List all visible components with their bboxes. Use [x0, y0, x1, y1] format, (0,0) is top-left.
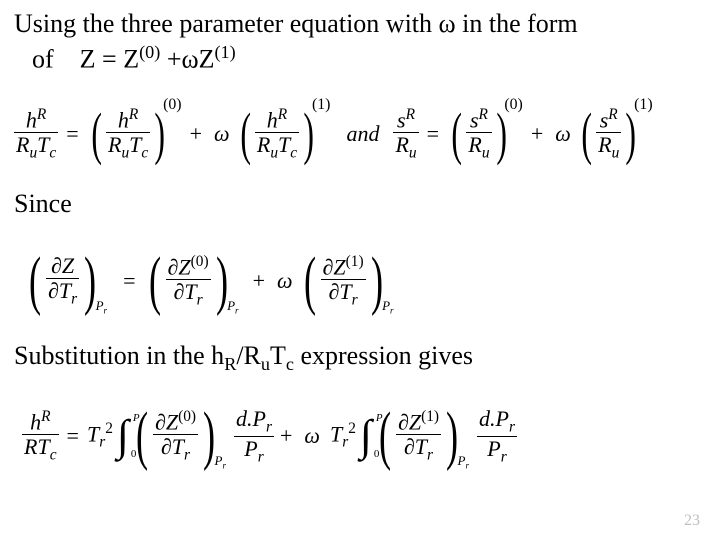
- omega-4: ω: [304, 423, 320, 449]
- and-word: and: [346, 121, 379, 147]
- equals-sign: =: [66, 121, 78, 147]
- subst-sub2: u: [261, 354, 270, 374]
- int1-body: ( ∂Z(0) ∂Tr ) Pr: [131, 403, 220, 469]
- dZ1dTr: ( ∂Z(1) ∂Tr ) Pr: [299, 248, 388, 314]
- frac-hR-RuTc: hR RuTc: [14, 107, 58, 161]
- plus-4: +: [280, 423, 292, 449]
- int2-body: ( ∂Z(1) ∂Tr ) Pr: [374, 403, 463, 469]
- dZdTr: ( ∂Z ∂Tr ) Pr: [24, 248, 101, 314]
- intro-sup1: (1): [214, 42, 235, 62]
- frac-hR-RTc: hR RTc: [22, 409, 59, 463]
- dPr-over-Pr-1: d.Pr Pr: [234, 408, 274, 465]
- Tr2-2: Tr2: [330, 420, 356, 452]
- dZ0dTr: ( ∂Z(0) ∂Tr ) Pr: [144, 248, 233, 314]
- since-label: Since: [14, 188, 706, 221]
- equals-sign-2: =: [427, 121, 439, 147]
- subst-mid1: /R: [236, 341, 261, 370]
- omega-1: ω: [214, 121, 230, 147]
- equals-sign-3: =: [123, 268, 135, 294]
- omega-2: ω: [555, 121, 571, 147]
- term-h0: ( hR RuTc ) (0): [87, 105, 170, 163]
- term-h1: ( hR RuTc ) (1): [236, 105, 319, 163]
- plus-1: +: [190, 121, 202, 147]
- intro-prefix: of Z = Z: [32, 44, 139, 73]
- dPr-over-Pr-2: d.Pr Pr: [477, 408, 517, 465]
- subst-sub1: R: [224, 354, 236, 374]
- intro-mid: +ωZ: [160, 44, 214, 73]
- omega-3: ω: [277, 268, 293, 294]
- equation-h-and-s: hR RuTc = ( hR RuTc ) (0) + ω ( hR RuTc: [14, 94, 706, 174]
- integral-1: ∫ Pr 0: [117, 414, 129, 458]
- frac-sR-Ru: sR Ru: [393, 107, 418, 161]
- page-number: 23: [684, 512, 700, 530]
- intro-line-1: Using the three parameter equation with …: [14, 8, 706, 41]
- equation-partial-z: ( ∂Z ∂Tr ) Pr = ( ∂Z(0) ∂Tr ) Pr + ω (: [24, 236, 706, 326]
- subst-prefix: Substitution in the h: [14, 341, 224, 370]
- slide: Using the three parameter equation with …: [0, 0, 720, 540]
- equation-integral: hR RTc = Tr2 ∫ Pr 0 ( ∂Z(0) ∂Tr ) Pr d.P…: [22, 390, 706, 482]
- Tr2-1: Tr2: [87, 420, 113, 452]
- subst-mid2: T: [270, 341, 286, 370]
- term-s0: ( sR Ru ) (0): [447, 105, 511, 163]
- integral-2: ∫ Pr 0: [360, 414, 372, 458]
- subst-suffix: expression gives: [294, 341, 473, 370]
- subst-sub3: c: [286, 354, 294, 374]
- substitution-line: Substitution in the hR/RuTc expression g…: [14, 340, 706, 376]
- plus-3: +: [253, 268, 265, 294]
- equals-sign-4: =: [67, 423, 79, 449]
- intro-line-2: of Z = Z(0) +ωZ(1): [32, 41, 706, 76]
- intro-sup0: (0): [139, 42, 160, 62]
- plus-2: +: [531, 121, 543, 147]
- term-s1: ( sR Ru ) (1): [577, 105, 641, 163]
